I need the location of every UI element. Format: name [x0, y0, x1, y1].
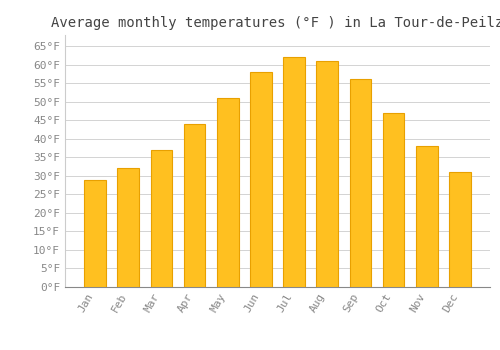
- Bar: [449, 172, 470, 287]
- Bar: [150, 150, 172, 287]
- Bar: [84, 180, 106, 287]
- Title: Average monthly temperatures (°F ) in La Tour-de-Peilz: Average monthly temperatures (°F ) in La…: [52, 16, 500, 30]
- Bar: [250, 72, 272, 287]
- Bar: [416, 146, 438, 287]
- Bar: [350, 79, 371, 287]
- Bar: [217, 98, 238, 287]
- Bar: [118, 168, 139, 287]
- Bar: [383, 113, 404, 287]
- Bar: [184, 124, 206, 287]
- Bar: [316, 61, 338, 287]
- Bar: [284, 57, 305, 287]
